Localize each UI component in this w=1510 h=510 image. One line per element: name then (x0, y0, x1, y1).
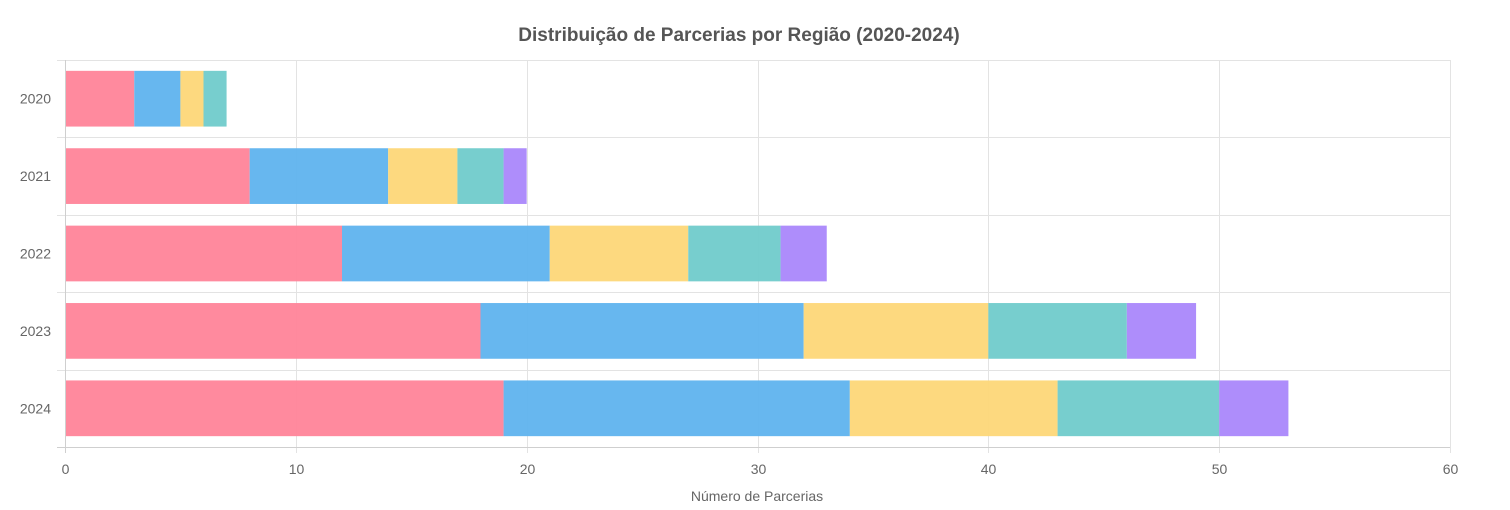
bar-segment (1219, 380, 1289, 437)
bar-segment (849, 380, 1058, 437)
bar-segment (503, 380, 850, 437)
x-tick-label: 60 (1443, 461, 1459, 477)
bar-segment (457, 148, 504, 204)
x-tick-label: 40 (981, 461, 997, 477)
bar-segment (1126, 303, 1197, 359)
x-tick-label: 10 (289, 461, 305, 477)
bar-segment (249, 148, 389, 204)
y-tick-label: 2022 (20, 246, 51, 262)
x-tick-label: 50 (1212, 461, 1228, 477)
bar-segment (503, 148, 527, 204)
bar-layer (65, 70, 1289, 437)
bar-segment (65, 70, 135, 127)
bar-segment (342, 225, 550, 282)
bar-segment (65, 303, 481, 359)
y-tick-label: 2020 (20, 91, 51, 107)
bar-segment (388, 148, 458, 204)
bar-segment (988, 303, 1127, 359)
bar-segment (480, 303, 804, 359)
bar-segment (65, 380, 504, 437)
x-axis-title: Número de Parcerias (691, 488, 823, 504)
x-tick-label: 20 (520, 461, 536, 477)
bar-segment (134, 70, 181, 127)
y-tick-label: 2024 (20, 400, 51, 416)
bar-segment (203, 70, 227, 127)
bar-segment (780, 225, 827, 282)
chart-title: Distribuição de Parcerias por Região (20… (518, 25, 959, 46)
bar-segment (65, 148, 250, 204)
bar-segment (65, 225, 342, 282)
x-tick-label: 0 (62, 461, 70, 477)
bar-segment (688, 225, 781, 282)
y-tick-label: 2023 (20, 323, 51, 339)
axis-layer: 0 10 20 30 40 50 60 2020 2021 2022 2023 2024 (20, 60, 1459, 477)
x-tick-label: 30 (751, 461, 767, 477)
bar-segment (549, 225, 689, 282)
bar-segment (803, 303, 989, 359)
bar-segment (180, 70, 204, 127)
bar-segment (1057, 380, 1220, 437)
y-tick-label: 2021 (20, 168, 51, 184)
